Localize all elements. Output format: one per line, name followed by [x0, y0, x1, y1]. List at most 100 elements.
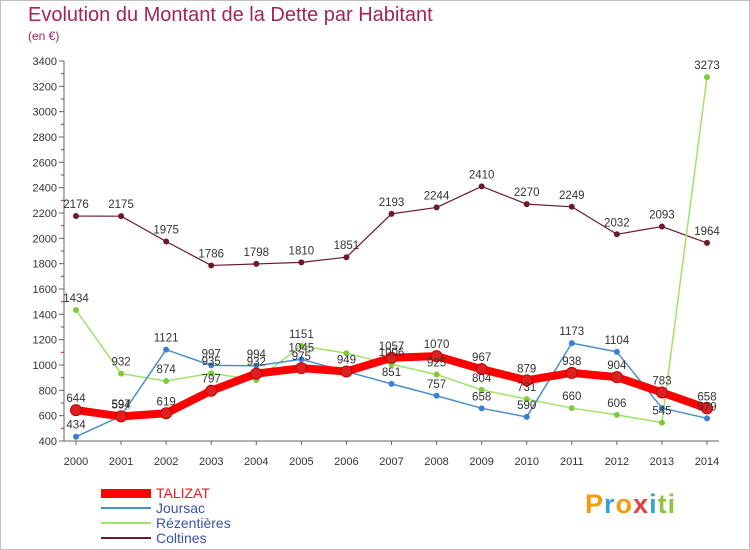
data-point-talizat [250, 367, 263, 380]
data-point-coltines [658, 223, 665, 230]
data-label-talizat: 797 [202, 374, 221, 386]
data-point-rezentieres [568, 405, 575, 412]
y-tick-label: 600 [39, 411, 57, 423]
legend-swatch [101, 488, 151, 498]
data-label-talizat: 594 [111, 399, 131, 411]
data-point-talizat [340, 365, 353, 378]
data-label-coltines: 2175 [108, 199, 134, 211]
logo-letter: i [649, 489, 658, 519]
legend-swatch [101, 522, 151, 524]
y-tick-label: 2400 [33, 183, 57, 195]
data-label-coltines: 2193 [379, 197, 405, 209]
data-point-rezentieres [704, 74, 710, 81]
legend-swatch [101, 507, 151, 509]
data-label-talizat: 938 [562, 356, 581, 368]
data-labels-layer: 2176 2175 1975 1786 1798 1810 1851 2193 2244 2410… [63, 60, 720, 432]
data-point-joursac [208, 362, 215, 369]
data-point-coltines [388, 210, 395, 217]
data-point-rezentieres [118, 370, 125, 377]
data-point-rezentieres [73, 307, 79, 314]
data-point-coltines [613, 231, 620, 238]
data-point-talizat [520, 374, 533, 387]
logo-letter: t [657, 489, 668, 519]
data-point-rezentieres [658, 419, 665, 426]
data-point-joursac [163, 346, 170, 353]
x-tick-label: 2012 [605, 456, 629, 468]
x-tick-label: 2010 [514, 456, 538, 468]
logo-letter: P [585, 489, 605, 519]
chart-title: Evolution du Montant de la Dette par Hab… [28, 4, 433, 26]
data-point-coltines [568, 203, 575, 210]
data-label-coltines: 2410 [469, 169, 495, 181]
data-label-talizat: 658 [697, 391, 716, 403]
data-label-rezentieres: 932 [111, 357, 130, 369]
y-tick-label: 1000 [33, 360, 57, 372]
data-label-rezentieres: 731 [517, 382, 536, 394]
data-label-talizat: 1070 [424, 339, 450, 351]
data-point-rezentieres [208, 370, 215, 377]
data-point-joursac [568, 340, 575, 347]
x-tick-label: 2013 [650, 456, 674, 468]
logo-letter: o [615, 489, 634, 519]
data-point-talizat [655, 386, 668, 399]
data-label-joursac: 434 [66, 420, 86, 432]
x-tick-label: 2003 [199, 456, 223, 468]
x-tick-label: 2001 [109, 456, 133, 468]
data-label-rezentieres: 3273 [694, 60, 720, 72]
legend-label: Joursac [156, 500, 206, 516]
proxiti-logo: Proxiti [585, 489, 676, 520]
logo-letter: i [667, 489, 677, 519]
series-layer [70, 74, 713, 440]
data-label-talizat: 949 [337, 354, 356, 366]
data-point-talizat [160, 407, 173, 420]
data-point-joursac [73, 433, 79, 440]
x-tick-label: 2005 [289, 456, 313, 468]
data-point-coltines [523, 201, 530, 208]
data-label-joursac: 590 [517, 400, 536, 412]
data-point-joursac [298, 356, 305, 363]
x-tick-label: 2008 [424, 456, 448, 468]
data-label-joursac: 1121 [154, 333, 179, 345]
data-point-coltines [433, 204, 440, 211]
data-point-coltines [208, 262, 215, 269]
y-tick-label: 1600 [33, 284, 57, 296]
data-label-coltines: 1786 [198, 248, 224, 260]
y-tick-label: 400 [39, 436, 57, 448]
x-tick-label: 2000 [64, 456, 88, 468]
data-point-coltines [343, 254, 350, 261]
data-label-rezentieres: 1434 [63, 293, 89, 305]
data-label-rezentieres: 606 [607, 398, 626, 410]
x-tick-label: 2011 [560, 456, 584, 468]
data-point-rezentieres [433, 371, 440, 378]
data-label-rezentieres: 935 [202, 356, 221, 368]
y-tick-label: 2600 [33, 157, 57, 169]
data-label-talizat: 967 [472, 352, 491, 364]
data-label-talizat: 1057 [379, 341, 405, 353]
data-point-joursac [523, 413, 530, 420]
legend-swatch [101, 537, 151, 539]
data-label-joursac: 597 [111, 399, 130, 411]
data-point-talizat [70, 404, 82, 417]
data-point-talizat [610, 371, 623, 384]
data-label-talizat: 932 [247, 357, 266, 369]
data-point-joursac [658, 405, 665, 412]
data-point-talizat [701, 402, 713, 415]
data-point-coltines [118, 213, 125, 220]
data-point-joursac [433, 392, 440, 399]
data-label-coltines: 2093 [649, 210, 675, 222]
y-tick-label: 3000 [33, 107, 57, 119]
data-label-rezentieres: 545 [652, 406, 671, 418]
data-label-talizat: 783 [652, 375, 671, 387]
data-point-talizat [205, 384, 218, 397]
x-tick-label: 2009 [469, 456, 493, 468]
data-label-coltines: 1975 [153, 225, 179, 237]
data-label-coltines: 1798 [243, 247, 269, 259]
y-tick-label: 800 [39, 385, 57, 397]
y-tick-label: 1400 [33, 309, 57, 321]
data-label-coltines: 1810 [289, 245, 315, 257]
data-label-joursac: 1045 [289, 342, 315, 354]
data-point-rezentieres [613, 411, 620, 418]
data-label-talizat: 644 [66, 393, 86, 405]
data-point-joursac [478, 405, 485, 412]
